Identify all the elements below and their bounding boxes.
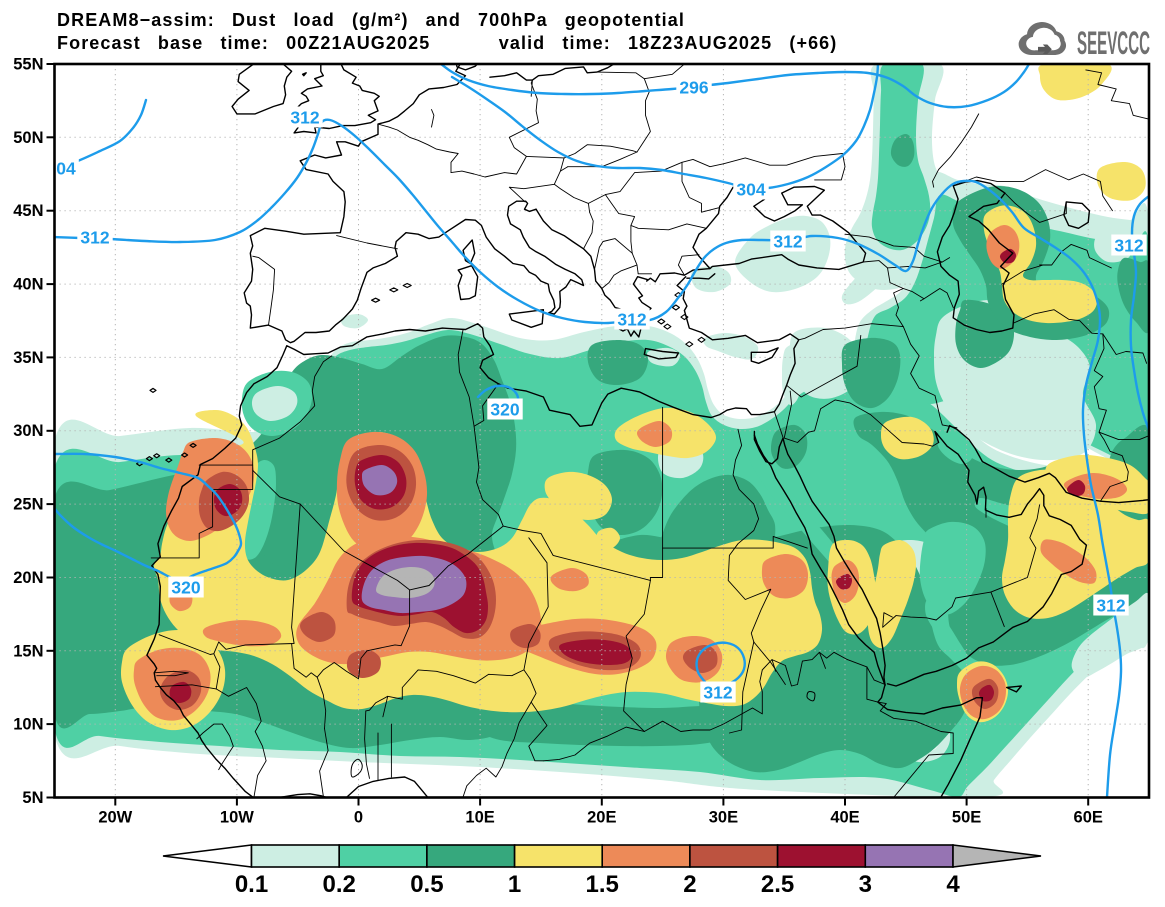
svg-text:320: 320 (490, 400, 519, 420)
svg-text:2: 2 (683, 871, 696, 898)
svg-text:2.5: 2.5 (761, 871, 794, 898)
svg-text:5N: 5N (22, 789, 43, 807)
svg-text:40N: 40N (13, 276, 43, 294)
svg-text:10N: 10N (13, 716, 43, 734)
svg-text:45N: 45N (13, 202, 43, 220)
svg-text:312: 312 (290, 108, 319, 128)
svg-text:3: 3 (859, 871, 872, 898)
svg-text:04: 04 (56, 159, 76, 179)
svg-text:304: 304 (736, 180, 765, 200)
svg-text:50N: 50N (13, 129, 43, 147)
svg-text:312: 312 (1096, 596, 1125, 616)
svg-text:1.5: 1.5 (586, 871, 619, 898)
svg-text:312: 312 (617, 310, 646, 330)
svg-text:35N: 35N (13, 349, 43, 367)
svg-text:296: 296 (679, 78, 708, 98)
svg-text:4: 4 (946, 871, 960, 898)
svg-text:DREAM8−assim: Dust load (g/m²): DREAM8−assim: Dust load (g/m²) and 700hP… (57, 10, 685, 30)
svg-text:55N: 55N (13, 56, 43, 74)
svg-text:40E: 40E (830, 809, 859, 827)
svg-text:312: 312 (1114, 236, 1143, 256)
svg-text:25N: 25N (13, 496, 43, 514)
svg-text:1: 1 (508, 871, 521, 898)
svg-text:50E: 50E (952, 809, 981, 827)
svg-text:20E: 20E (587, 809, 616, 827)
svg-text:20W: 20W (98, 809, 132, 827)
svg-text:312: 312 (773, 232, 802, 252)
svg-text:30E: 30E (709, 809, 738, 827)
svg-text:0.5: 0.5 (410, 871, 443, 898)
svg-text:312: 312 (703, 683, 732, 703)
svg-text:Forecast base time: 00Z21AUG20: Forecast base time: 00Z21AUG2025 valid t… (57, 33, 837, 53)
svg-text:30N: 30N (13, 422, 43, 440)
svg-text:0: 0 (354, 809, 363, 827)
svg-text:10W: 10W (220, 809, 254, 827)
svg-text:SEEVCCC: SEEVCCC (1077, 25, 1150, 61)
svg-text:60E: 60E (1074, 809, 1103, 827)
svg-text:10E: 10E (465, 809, 494, 827)
svg-text:320: 320 (171, 578, 200, 598)
svg-text:312: 312 (80, 228, 109, 248)
svg-text:15N: 15N (13, 642, 43, 660)
svg-text:20N: 20N (13, 569, 43, 587)
svg-text:0.1: 0.1 (235, 871, 268, 898)
svg-text:0.2: 0.2 (323, 871, 356, 898)
